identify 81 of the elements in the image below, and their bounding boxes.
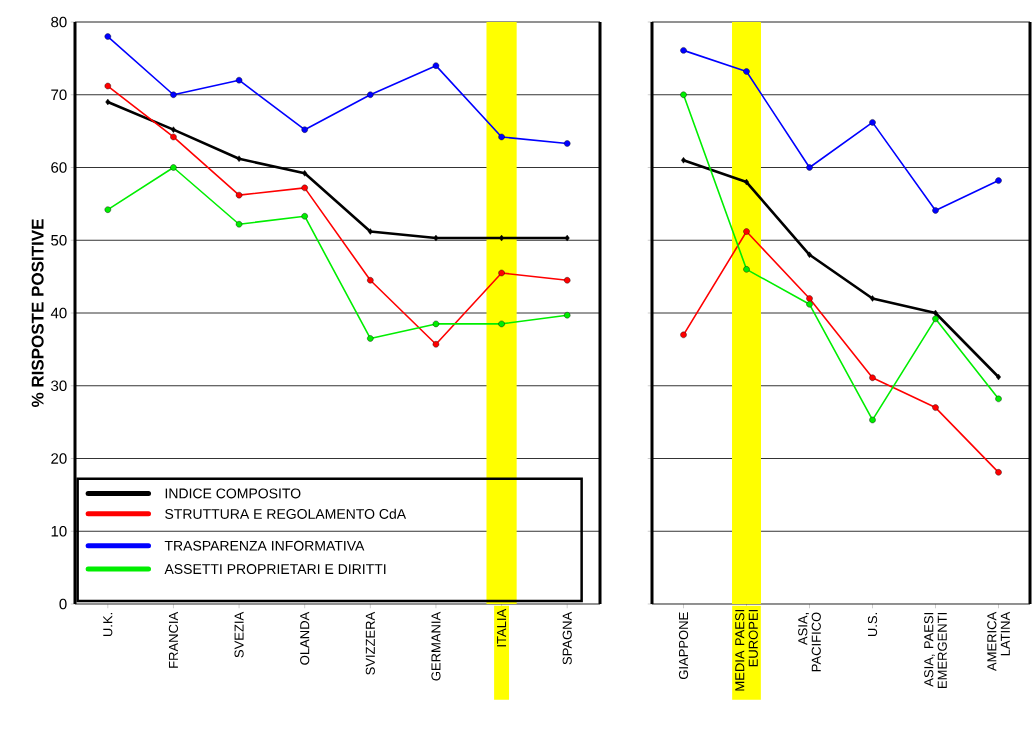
x-tick-label: SVEZIA bbox=[234, 611, 244, 658]
y-tick-label: 80 bbox=[51, 16, 67, 28]
point bbox=[104, 82, 112, 90]
x-tick-label: ITALIA bbox=[497, 608, 507, 647]
point bbox=[367, 335, 374, 342]
point bbox=[367, 228, 373, 235]
point bbox=[869, 119, 876, 126]
point bbox=[105, 98, 111, 106]
point bbox=[743, 228, 750, 235]
y-tick-label: 50 bbox=[51, 234, 67, 246]
x-tick-label: AMERICA LATINA bbox=[987, 611, 1010, 671]
point bbox=[498, 320, 505, 328]
point bbox=[743, 68, 750, 75]
x-tick-label: ASIA, PACIFICO bbox=[798, 612, 821, 672]
x-tick-label: SPAGNA bbox=[562, 611, 572, 665]
point bbox=[680, 47, 687, 54]
point bbox=[170, 164, 177, 171]
point bbox=[869, 416, 876, 424]
point bbox=[932, 315, 939, 323]
y-tick-label: 70 bbox=[51, 89, 67, 101]
legend-label: TRASPARENZA INFORMATIVA bbox=[164, 540, 365, 551]
x-tick-label: OLANDA bbox=[300, 611, 310, 665]
x-tick-label: GIAPPONE bbox=[678, 612, 689, 680]
point bbox=[301, 213, 308, 220]
point bbox=[170, 91, 177, 98]
legend-label: INDICE COMPOSITO bbox=[165, 488, 301, 499]
x-tick-label: FRANCIA bbox=[168, 611, 179, 668]
point bbox=[301, 126, 308, 133]
point bbox=[995, 469, 1002, 476]
point bbox=[301, 184, 308, 192]
point bbox=[498, 133, 505, 141]
point bbox=[432, 320, 440, 328]
point bbox=[995, 177, 1002, 184]
point bbox=[806, 164, 813, 171]
y-tick-label: 30 bbox=[51, 380, 67, 392]
x-tick-label: U.K. bbox=[103, 612, 113, 637]
x-tick-label: GERMANIA bbox=[431, 611, 441, 681]
point bbox=[499, 234, 505, 242]
point bbox=[367, 277, 374, 284]
x-tick-label: MEDIA PAESI EUROPEI bbox=[735, 609, 758, 691]
y-tick-label: 60 bbox=[51, 162, 67, 173]
point bbox=[302, 170, 308, 177]
point bbox=[433, 234, 439, 242]
x-tick-label: SVIZZERA bbox=[365, 611, 375, 675]
point bbox=[235, 191, 243, 199]
point bbox=[680, 91, 687, 98]
point bbox=[498, 269, 505, 277]
point bbox=[932, 404, 939, 411]
point bbox=[367, 91, 374, 98]
point bbox=[104, 33, 112, 40]
point bbox=[680, 331, 687, 339]
point bbox=[235, 77, 243, 84]
point bbox=[995, 395, 1002, 403]
point bbox=[235, 221, 243, 228]
point bbox=[564, 140, 571, 147]
point bbox=[170, 133, 177, 141]
point bbox=[564, 234, 570, 242]
point bbox=[681, 157, 686, 164]
point bbox=[236, 155, 242, 162]
point bbox=[104, 206, 112, 213]
point bbox=[564, 277, 571, 284]
x-tick-label: U.S. bbox=[867, 612, 878, 637]
point bbox=[806, 295, 813, 302]
point bbox=[170, 126, 176, 133]
y-tick-label: 20 bbox=[51, 453, 67, 464]
point bbox=[564, 311, 571, 319]
legend-label: STRUTTURA E REGOLAMENTO CdA bbox=[165, 508, 407, 519]
y-tick-label: 10 bbox=[51, 525, 67, 537]
point bbox=[807, 251, 812, 258]
point bbox=[432, 62, 440, 69]
legend-label: ASSETTI PROPRIETARI E DIRITTI bbox=[164, 564, 386, 575]
point bbox=[870, 295, 875, 302]
point bbox=[932, 207, 939, 214]
y-tick-label: 0 bbox=[59, 598, 67, 610]
y-tick-label: 40 bbox=[50, 307, 67, 319]
x-tick-label: ASIA, PAESI EMERGENTI bbox=[924, 612, 947, 689]
y-axis-title: % RISPOSTE POSITIVE bbox=[31, 219, 44, 408]
point bbox=[806, 301, 813, 308]
point bbox=[869, 374, 876, 381]
point bbox=[432, 341, 440, 348]
point bbox=[743, 266, 750, 273]
